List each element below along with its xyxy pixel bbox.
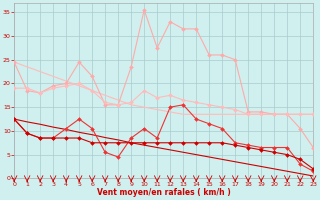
- X-axis label: Vent moyen/en rafales ( km/h ): Vent moyen/en rafales ( km/h ): [97, 188, 230, 197]
